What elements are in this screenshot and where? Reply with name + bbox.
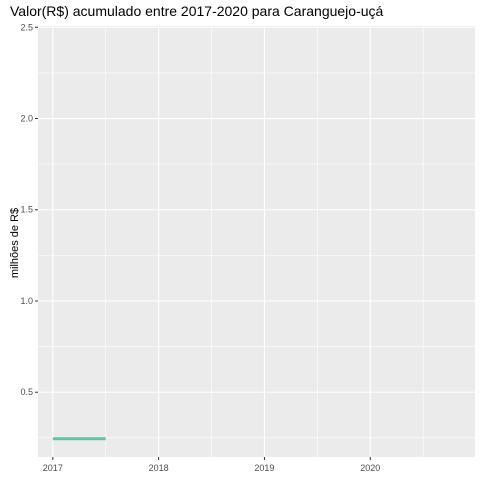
y-tick-label: 1.0 (20, 296, 33, 306)
y-tick-label: 2.0 (20, 114, 33, 124)
x-tick-label: 2017 (43, 463, 63, 473)
y-tick-label: 0.5 (20, 387, 33, 397)
y-tick-label: 2.5 (20, 22, 33, 32)
x-tick-labels: 2017 2018 2019 2020 (43, 463, 380, 473)
y-tick-label: 1.5 (20, 205, 33, 215)
x-tick-label: 2018 (149, 463, 169, 473)
x-tick-label: 2019 (254, 463, 274, 473)
y-tick-labels: 0.5 1.0 1.5 2.0 2.5 (20, 22, 33, 397)
x-tick-label: 2020 (360, 463, 380, 473)
